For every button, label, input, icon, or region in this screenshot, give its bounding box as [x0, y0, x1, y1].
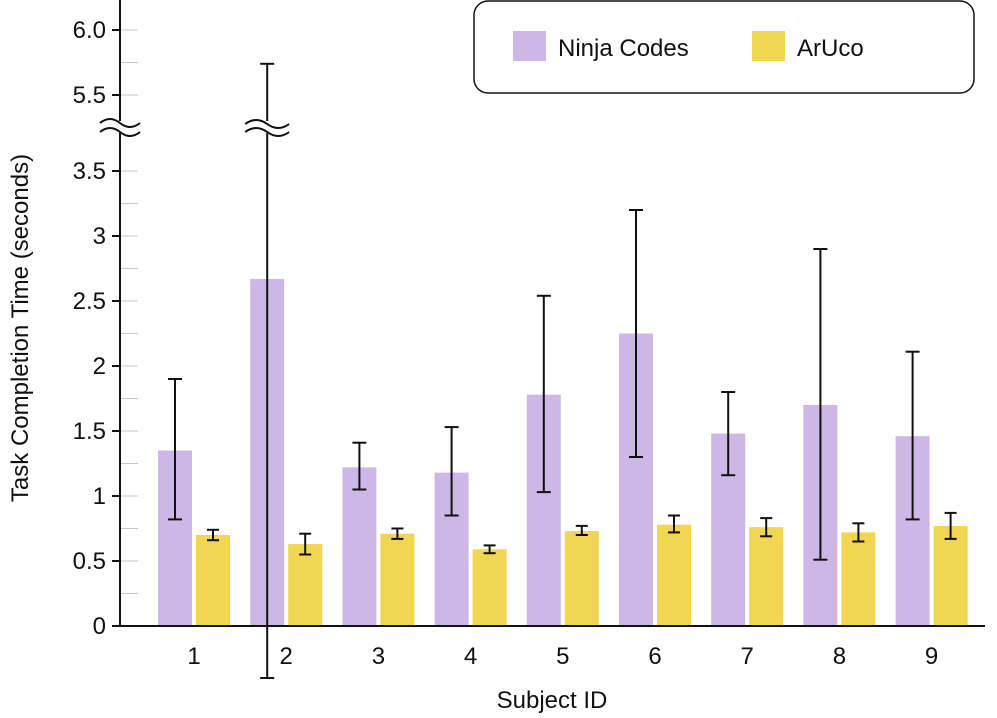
y-tick-label: 3.5 [73, 158, 106, 185]
legend-box [473, 0, 975, 94]
error-break-mark [244, 127, 290, 137]
bar-ninja-codes [342, 467, 377, 626]
x-axis-title: Subject ID [497, 687, 608, 714]
y-axis-break-mark [99, 127, 141, 137]
bar-aruco [564, 531, 599, 626]
bar-aruco [288, 544, 323, 626]
bar-aruco [196, 535, 230, 626]
bar-aruco [749, 527, 784, 626]
minor-ticks [120, 29, 138, 627]
legend-label: ArUco [797, 35, 864, 62]
error-break-gap [245, 121, 290, 133]
error-break-mark [244, 119, 290, 129]
x-tick-label: 8 [833, 643, 846, 670]
y-tick-label: 3 [93, 223, 106, 250]
y-tick-label: 1.5 [73, 418, 106, 445]
y-axis-title: Task Completion Time (seconds) [7, 154, 34, 502]
x-tick-label: 9 [925, 643, 938, 670]
bar-aruco [933, 525, 968, 626]
y-tick-label: 2.5 [73, 288, 106, 315]
y-tick-label: 5.5 [73, 82, 106, 109]
x-tick-label: 5 [556, 643, 569, 670]
y-tick-label: 0.5 [73, 548, 106, 575]
bar-aruco [472, 549, 507, 626]
bar-aruco [657, 524, 691, 626]
y-tick-label: 0 [93, 613, 106, 640]
x-tick-label: 1 [187, 643, 200, 670]
axes: 0 0.5 1 1.5 2 2.5 3 3.5 5.5 6.0 1 2 3 4 5 6 7 8 9 [73, 0, 985, 670]
x-tick-label: 6 [648, 643, 661, 670]
y-tick-label: 6.0 [73, 17, 106, 44]
x-tick-label: 2 [280, 643, 293, 670]
legend-label: Ninja Codes [558, 35, 689, 62]
legend: Ninja Codes ArUco [473, 0, 975, 94]
y-tick-label: 2 [93, 353, 106, 380]
x-tick-label: 4 [464, 643, 477, 670]
bar-aruco [841, 532, 876, 626]
bar-aruco [380, 533, 415, 626]
x-tick-label: 7 [741, 643, 754, 670]
x-tick-label: 3 [372, 643, 385, 670]
legend-swatch [513, 31, 546, 61]
y-tick-label: 1 [93, 483, 106, 510]
y-axis-break-mark [99, 118, 141, 128]
bars [158, 278, 968, 626]
error-bars [168, 62, 957, 679]
legend-swatch [752, 31, 785, 61]
